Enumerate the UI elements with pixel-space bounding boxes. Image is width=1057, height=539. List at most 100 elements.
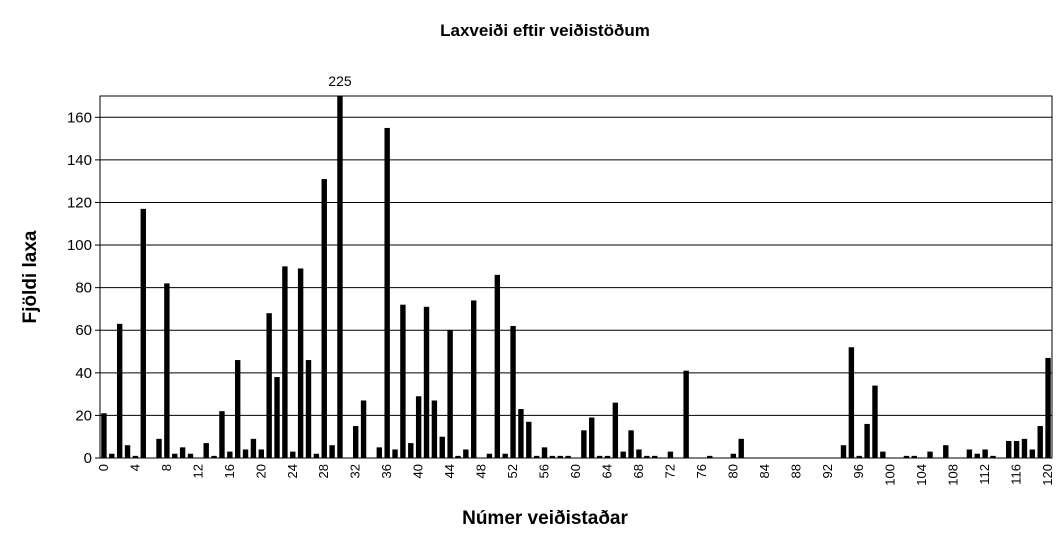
x-tick-label: 28: [316, 464, 331, 478]
y-axis-label: Fjöldi laxa: [20, 230, 41, 323]
bar: [589, 417, 595, 458]
x-tick-label: 108: [946, 464, 961, 486]
x-tick-label: 88: [788, 464, 803, 478]
x-tick-label: 0: [96, 464, 111, 471]
bar: [943, 445, 949, 458]
x-tick-label: 20: [253, 464, 268, 478]
bar: [423, 306, 430, 458]
bar: [990, 455, 996, 458]
x-tick-label: 72: [662, 464, 677, 478]
y-tick-label: 120: [67, 194, 92, 211]
x-tick-label: 52: [505, 464, 520, 478]
bar: [392, 449, 398, 458]
x-tick-label: 32: [348, 464, 363, 478]
x-tick-label: 24: [285, 464, 300, 478]
x-tick-label: 12: [190, 464, 205, 478]
bar: [1029, 449, 1036, 458]
bar: [234, 360, 241, 458]
bar: [903, 455, 910, 458]
x-axis-label: Númer veiðistaðar: [462, 508, 628, 529]
x-tick-label: 44: [442, 464, 457, 478]
bar: [510, 325, 516, 458]
y-tick-label: 140: [67, 152, 92, 169]
bar: [415, 396, 422, 458]
bar: [439, 436, 445, 458]
data-label: 225: [328, 73, 352, 89]
bar: [541, 447, 548, 458]
x-tick-label: 92: [820, 464, 835, 478]
bar: [1013, 440, 1020, 458]
bar: [1021, 438, 1028, 458]
bar: [455, 455, 461, 458]
bar: [258, 449, 264, 458]
x-tick-label: 116: [1009, 464, 1024, 485]
chart-title: Laxveiði eftir veiðistöðum: [440, 21, 650, 40]
bar: [109, 453, 115, 458]
bar: [644, 455, 650, 458]
bar: [187, 453, 194, 458]
x-tick-label: 56: [537, 464, 552, 478]
bar: [730, 453, 737, 458]
bar: [116, 323, 123, 458]
x-tick-label: 40: [411, 464, 426, 478]
x-tick-label: 36: [379, 464, 394, 478]
bar: [565, 455, 571, 458]
x-tick-label: 76: [694, 464, 709, 478]
bar: [1006, 440, 1012, 458]
bar: [463, 449, 469, 458]
x-tick-label: 100: [883, 464, 898, 486]
bar: [1045, 357, 1051, 458]
x-tick-label: 64: [599, 464, 614, 478]
bar: [400, 304, 406, 458]
bar: [966, 449, 973, 458]
bar: [431, 400, 438, 458]
bar: [164, 283, 170, 458]
bar: [620, 451, 626, 458]
bar: [313, 453, 320, 458]
bar: [179, 447, 186, 458]
bar: [124, 445, 131, 458]
bar: [982, 449, 988, 458]
bar: [911, 455, 918, 458]
bar: [683, 370, 689, 458]
bar: [140, 208, 146, 458]
bar: [533, 455, 540, 458]
bar: [974, 453, 980, 458]
bar: [282, 266, 288, 458]
bar: [596, 455, 603, 458]
bar: [274, 377, 280, 458]
bar: [880, 451, 886, 458]
x-tick-label: 84: [757, 464, 772, 478]
y-tick-label: 20: [75, 407, 92, 424]
x-tick-label: 104: [914, 464, 929, 486]
x-tick-label: 112: [977, 464, 992, 485]
bar: [337, 96, 343, 458]
bar: [628, 430, 634, 458]
bar: [848, 347, 855, 458]
bar: [738, 438, 744, 458]
y-tick-label: 40: [75, 365, 92, 382]
bar: [211, 455, 217, 458]
bar: [518, 409, 524, 458]
bar: [872, 385, 878, 458]
bar: [290, 451, 296, 458]
bar: [447, 330, 453, 458]
bar: [612, 402, 619, 458]
x-tick-label: 80: [725, 464, 740, 478]
bar: [266, 313, 272, 458]
x-tick-label: 4: [127, 464, 142, 471]
y-tick-label: 80: [75, 280, 92, 297]
bar: [321, 179, 327, 458]
bar: [471, 300, 477, 458]
bar: [604, 455, 611, 458]
bars: [101, 96, 1051, 458]
bar: [636, 449, 642, 458]
bar: [360, 400, 367, 458]
y-tick-label: 160: [67, 109, 92, 126]
bar: [329, 445, 335, 458]
y-tick-label: 0: [84, 450, 92, 467]
bar: [864, 423, 870, 458]
x-tick-label: 48: [474, 464, 489, 478]
bar: [651, 455, 658, 458]
